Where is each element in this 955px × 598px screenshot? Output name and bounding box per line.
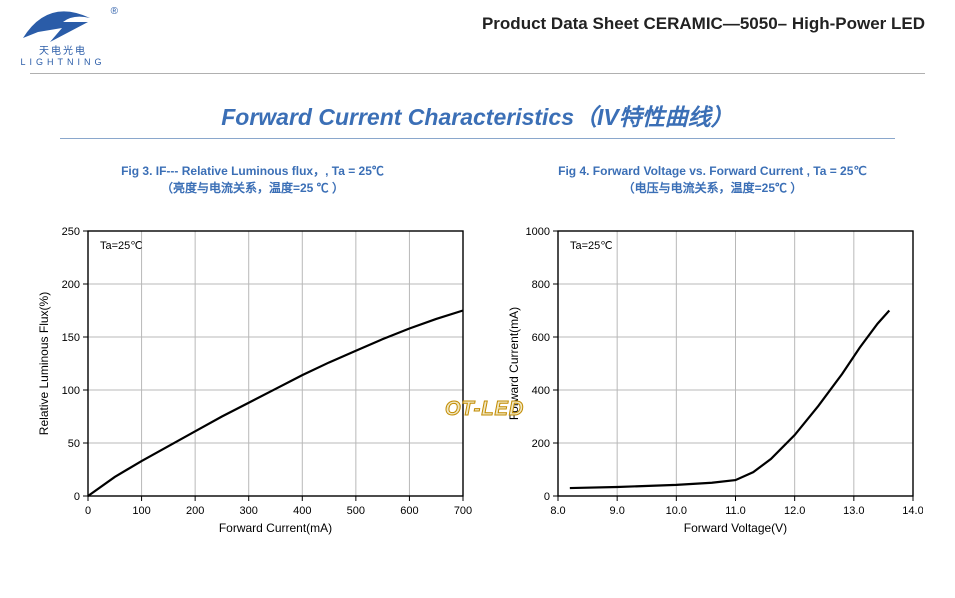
svg-text:13.0: 13.0: [843, 505, 864, 517]
chart-right: 8.0 9.0 10.0 11.0 12.0 13.0 14.0 0 200 400 600 800 1…: [503, 221, 923, 541]
svg-text:200: 200: [531, 438, 549, 450]
chart-left-caption: Fig 3. IF--- Relative Luminous flux，, Ta…: [121, 163, 384, 197]
document-title: Product Data Sheet CERAMIC—5050– High-Po…: [482, 8, 925, 34]
svg-text:Forward Voltage(V): Forward Voltage(V): [683, 521, 786, 535]
svg-text:400: 400: [531, 385, 549, 397]
svg-text:Forward Current(mA): Forward Current(mA): [507, 307, 521, 420]
chart-left-caption-l2: （亮度与电流关系，温度=25 ℃ ）: [161, 181, 344, 195]
chart-right-caption: Fig 4. Forward Voltage vs. Forward Curre…: [558, 163, 867, 197]
svg-text:200: 200: [61, 279, 79, 291]
svg-text:11.0: 11.0: [725, 505, 746, 517]
svg-text:Forward Current(mA): Forward Current(mA): [218, 521, 331, 535]
svg-text:12.0: 12.0: [783, 505, 804, 517]
chart-left: 0 100 200 300 400 500 600 700 0 50 100 150 200 250 Ta=…: [33, 221, 473, 541]
chart-right-svg: 8.0 9.0 10.0 11.0 12.0 13.0 14.0 0 200 400 600 800 1…: [503, 221, 923, 541]
svg-text:8.0: 8.0: [550, 505, 565, 517]
svg-text:10.0: 10.0: [665, 505, 686, 517]
svg-text:800: 800: [531, 279, 549, 291]
svg-text:Ta=25℃: Ta=25℃: [100, 240, 143, 252]
svg-text:250: 250: [61, 226, 79, 238]
chart-right-caption-l2: （电压与电流关系，温度=25℃ ）: [623, 181, 803, 195]
chart-left-svg: 0 100 200 300 400 500 600 700 0 50 100 150 200 250 Ta=…: [33, 221, 473, 541]
svg-text:Ta=25℃: Ta=25℃: [570, 240, 613, 252]
logo-text-cn: 天电光电: [39, 42, 87, 57]
svg-text:150: 150: [61, 332, 79, 344]
chart-right-caption-l1: Fig 4. Forward Voltage vs. Forward Curre…: [558, 164, 867, 178]
section-title: Forward Current Characteristics（IV特性曲线）: [0, 98, 955, 132]
svg-text:9.0: 9.0: [609, 505, 624, 517]
svg-text:500: 500: [346, 505, 364, 517]
registered-mark: ®: [111, 6, 118, 17]
page-header: ® 天电光电 LIGHTNING Product Data Sheet CERA…: [0, 0, 955, 71]
chart-left-caption-l1: Fig 3. IF--- Relative Luminous flux，, Ta…: [121, 164, 384, 178]
svg-text:1000: 1000: [525, 226, 549, 238]
svg-text:100: 100: [132, 505, 150, 517]
svg-text:14.0: 14.0: [902, 505, 923, 517]
svg-text:200: 200: [185, 505, 203, 517]
logo-text-en: LIGHTNING: [20, 57, 105, 67]
svg-text:600: 600: [400, 505, 418, 517]
svg-text:0: 0: [73, 491, 79, 503]
svg-text:300: 300: [239, 505, 257, 517]
svg-text:0: 0: [84, 505, 90, 517]
svg-text:0: 0: [543, 491, 549, 503]
section-rule: [60, 138, 895, 139]
svg-text:50: 50: [67, 438, 79, 450]
svg-text:600: 600: [531, 332, 549, 344]
svg-text:Relative Luminous Flux(%): Relative Luminous Flux(%): [37, 292, 51, 435]
svg-text:100: 100: [61, 385, 79, 397]
svg-text:700: 700: [453, 505, 471, 517]
header-rule: [30, 73, 925, 74]
charts-row: Fig 3. IF--- Relative Luminous flux，, Ta…: [0, 163, 955, 541]
chart-right-block: Fig 4. Forward Voltage vs. Forward Curre…: [503, 163, 923, 541]
lightning-logo-icon: [18, 8, 108, 46]
svg-text:400: 400: [293, 505, 311, 517]
brand-logo: ® 天电光电 LIGHTNING: [18, 8, 108, 67]
chart-left-block: Fig 3. IF--- Relative Luminous flux，, Ta…: [33, 163, 473, 541]
